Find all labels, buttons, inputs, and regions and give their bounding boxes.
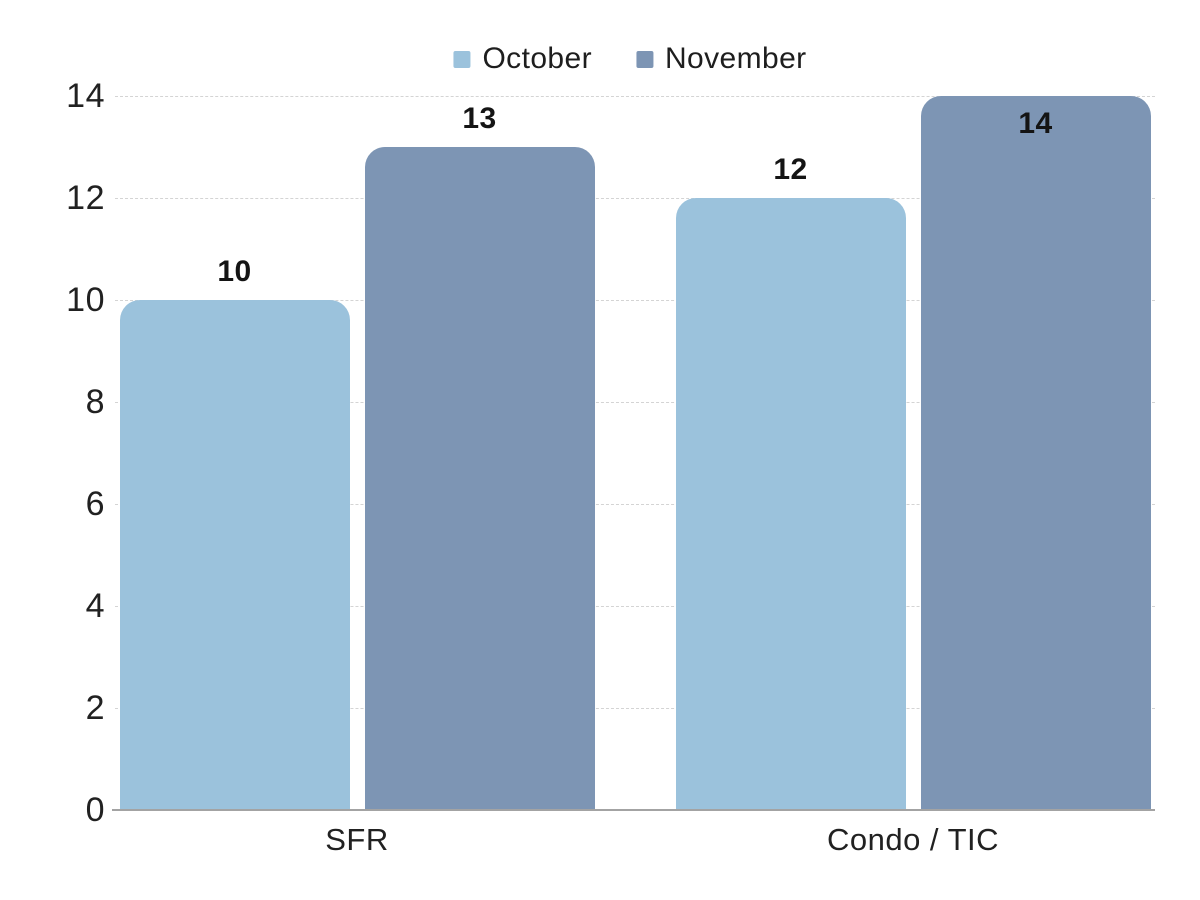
y-tick-label: 12 — [66, 179, 105, 217]
legend-label: October — [482, 42, 592, 75]
gridline — [115, 504, 1155, 505]
legend-item: October — [453, 42, 592, 76]
x-axis-line — [112, 809, 1155, 811]
gridline — [115, 402, 1155, 403]
y-tick-label: 8 — [85, 383, 105, 421]
gridline — [115, 198, 1155, 199]
bar-november-0 — [364, 147, 595, 810]
value-label: 13 — [462, 102, 497, 135]
plot-area — [115, 96, 1155, 810]
y-tick-label: 0 — [85, 791, 105, 829]
y-tick-label: 2 — [85, 689, 105, 727]
legend-swatch-icon — [453, 50, 471, 68]
legend-label: November — [664, 42, 807, 75]
category-label: Condo / TIC — [826, 822, 1000, 857]
gridline — [115, 300, 1155, 301]
value-label: 14 — [1018, 107, 1053, 140]
legend-item: November — [635, 42, 807, 76]
value-label: 10 — [217, 255, 252, 288]
y-tick-label: 10 — [66, 281, 105, 319]
y-tick-label: 6 — [85, 485, 105, 523]
chart-legend: October November — [453, 42, 806, 76]
bar-november-1 — [920, 96, 1151, 810]
gridline — [115, 606, 1155, 607]
legend-swatch-icon — [635, 50, 653, 68]
category-label: SFR — [325, 822, 389, 857]
y-tick-label: 14 — [66, 77, 105, 115]
bar-october-0 — [119, 300, 350, 810]
value-label: 12 — [773, 153, 808, 186]
bar-october-1 — [675, 198, 906, 810]
gridline — [115, 96, 1155, 97]
gridline — [115, 708, 1155, 709]
y-tick-label: 4 — [85, 587, 105, 625]
